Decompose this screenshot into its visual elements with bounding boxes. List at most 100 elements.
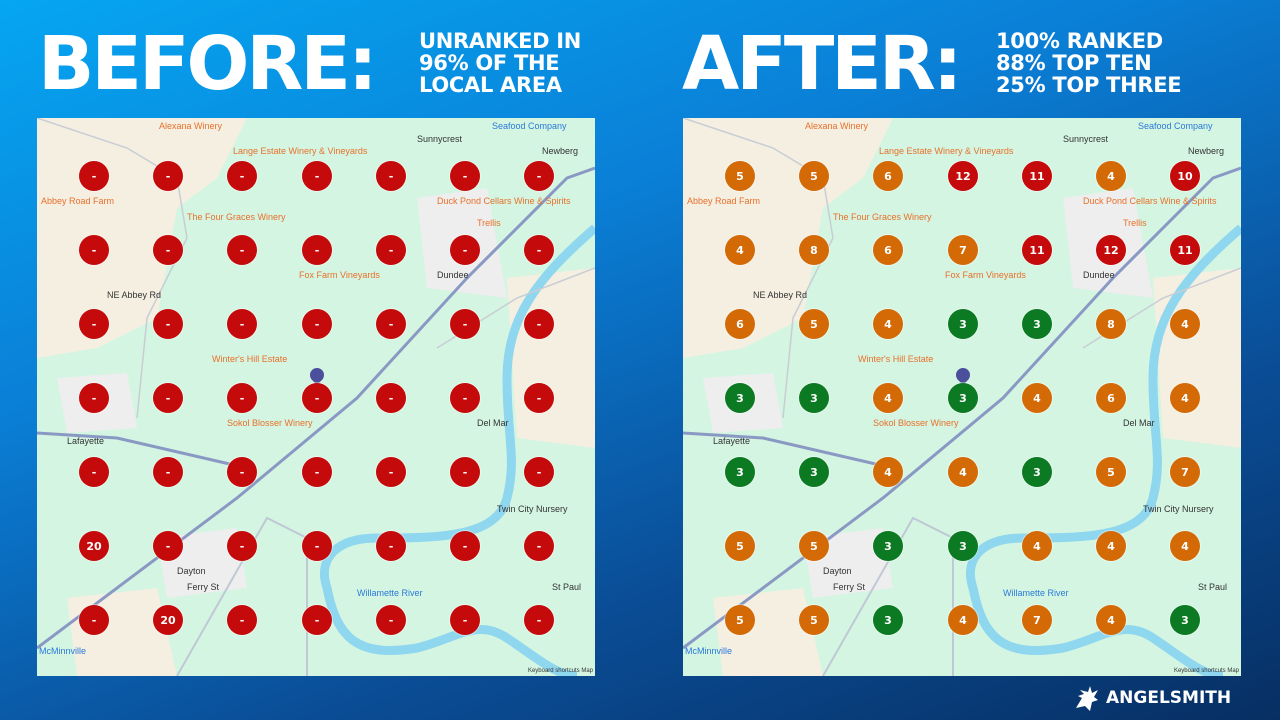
rank-marker[interactable]: 11 (1170, 235, 1200, 265)
rank-marker[interactable]: 12 (1096, 235, 1126, 265)
rank-marker[interactable]: 5 (799, 161, 829, 191)
rank-marker[interactable]: 4 (1022, 531, 1052, 561)
map-footer[interactable]: Keyboard shortcuts Map (527, 668, 593, 674)
rank-marker[interactable]: - (376, 383, 406, 413)
map-label[interactable]: Fox Farm Vineyards (299, 270, 380, 280)
rank-marker[interactable]: - (153, 383, 183, 413)
map-label[interactable]: Sokol Blosser Winery (873, 418, 959, 428)
rank-marker[interactable]: - (450, 531, 480, 561)
rank-marker[interactable]: 6 (873, 161, 903, 191)
map-label[interactable]: NE Abbey Rd (753, 290, 808, 300)
rank-marker[interactable]: - (450, 309, 480, 339)
rank-marker[interactable]: 4 (725, 235, 755, 265)
map-label[interactable]: Alexana Winery (159, 121, 223, 131)
rank-marker[interactable]: - (79, 605, 109, 635)
rank-marker[interactable]: - (79, 309, 109, 339)
rank-marker[interactable]: 8 (799, 235, 829, 265)
map-label[interactable]: Sokol Blosser Winery (227, 418, 313, 428)
rank-marker[interactable]: - (227, 235, 257, 265)
rank-marker[interactable]: - (302, 457, 332, 487)
map-label[interactable]: Alexana Winery (805, 121, 869, 131)
map-label[interactable]: NE Abbey Rd (107, 290, 162, 300)
rank-marker[interactable]: 12 (948, 161, 978, 191)
rank-marker[interactable]: 3 (873, 605, 903, 635)
map-label[interactable]: Abbey Road Farm (687, 196, 761, 206)
rank-marker[interactable]: - (153, 309, 183, 339)
rank-marker[interactable]: 4 (1096, 161, 1126, 191)
rank-marker[interactable]: - (302, 383, 332, 413)
rank-marker[interactable]: 11 (1022, 235, 1052, 265)
rank-marker[interactable]: - (524, 383, 554, 413)
rank-marker[interactable]: 6 (725, 309, 755, 339)
map-label[interactable]: Del Mar (477, 418, 509, 428)
rank-marker[interactable]: 4 (1170, 531, 1200, 561)
rank-marker[interactable]: 6 (1096, 383, 1126, 413)
map-label[interactable]: Willamette River (1003, 588, 1069, 598)
rank-marker[interactable]: 5 (799, 309, 829, 339)
rank-marker[interactable]: 4 (873, 309, 903, 339)
rank-marker[interactable]: 5 (799, 531, 829, 561)
rank-marker[interactable]: - (376, 309, 406, 339)
rank-marker[interactable]: 4 (948, 457, 978, 487)
map-label[interactable]: Seafood Company (1138, 121, 1213, 131)
rank-marker[interactable]: 4 (873, 383, 903, 413)
before-map[interactable]: Alexana Winery Seafood Company Sunnycrest N… (37, 118, 595, 676)
rank-marker[interactable]: - (227, 309, 257, 339)
rank-marker[interactable]: 20 (79, 531, 109, 561)
rank-marker[interactable]: 4 (1022, 383, 1052, 413)
rank-marker[interactable]: 11 (1022, 161, 1052, 191)
map-label[interactable]: St Paul (1198, 582, 1228, 592)
map-label[interactable]: Winter's Hill Estate (858, 354, 934, 364)
map-label[interactable]: Newberg (542, 146, 579, 156)
rank-marker[interactable]: - (524, 531, 554, 561)
rank-marker[interactable]: - (302, 605, 332, 635)
rank-marker[interactable]: 3 (799, 457, 829, 487)
rank-marker[interactable]: - (79, 383, 109, 413)
map-label[interactable]: Twin City Nursery (1143, 504, 1214, 514)
rank-marker[interactable]: - (376, 235, 406, 265)
rank-marker[interactable]: 6 (873, 235, 903, 265)
rank-marker[interactable]: 4 (1096, 605, 1126, 635)
map-label[interactable]: Trellis (477, 218, 501, 228)
map-label[interactable]: Newberg (1188, 146, 1225, 156)
map-label[interactable]: Dayton (823, 566, 852, 576)
rank-marker[interactable]: - (376, 161, 406, 191)
map-label[interactable]: Lafayette (713, 436, 751, 446)
rank-marker[interactable]: 7 (948, 235, 978, 265)
map-label[interactable]: Winter's Hill Estate (212, 354, 288, 364)
map-label[interactable]: Trellis (1123, 218, 1147, 228)
rank-marker[interactable]: - (79, 457, 109, 487)
map-label[interactable]: Twin City Nursery (497, 504, 568, 514)
rank-marker[interactable]: - (302, 531, 332, 561)
rank-marker[interactable]: - (227, 531, 257, 561)
map-footer[interactable]: Keyboard shortcuts Map (1173, 668, 1239, 674)
rank-marker[interactable]: 7 (1170, 457, 1200, 487)
map-label[interactable]: Lange Estate Winery & Vineyards (233, 146, 368, 156)
map-label[interactable]: Sunnycrest (417, 134, 463, 144)
rank-marker[interactable]: - (153, 161, 183, 191)
rank-marker[interactable]: - (524, 235, 554, 265)
rank-marker[interactable]: - (302, 161, 332, 191)
map-label[interactable]: Ferry St (187, 582, 220, 592)
rank-marker[interactable]: 3 (948, 531, 978, 561)
rank-marker[interactable]: - (79, 235, 109, 265)
map-label[interactable]: Lafayette (67, 436, 105, 446)
rank-marker[interactable]: 7 (1022, 605, 1052, 635)
rank-marker[interactable]: 3 (1170, 605, 1200, 635)
rank-marker[interactable]: - (79, 161, 109, 191)
rank-marker[interactable]: - (524, 309, 554, 339)
rank-marker[interactable]: - (524, 605, 554, 635)
rank-marker[interactable]: - (227, 383, 257, 413)
rank-marker[interactable]: - (227, 457, 257, 487)
rank-marker[interactable]: 4 (1170, 309, 1200, 339)
rank-marker[interactable]: 4 (1170, 383, 1200, 413)
rank-marker[interactable]: - (153, 531, 183, 561)
map-label[interactable]: Duck Pond Cellars Wine & Spirits (1083, 196, 1217, 206)
rank-marker[interactable]: - (376, 605, 406, 635)
map-label[interactable]: Willamette River (357, 588, 423, 598)
rank-marker[interactable]: - (302, 235, 332, 265)
map-label[interactable]: Dundee (437, 270, 469, 280)
rank-marker[interactable]: 4 (1096, 531, 1126, 561)
rank-marker[interactable]: 3 (873, 531, 903, 561)
rank-marker[interactable]: 5 (725, 605, 755, 635)
